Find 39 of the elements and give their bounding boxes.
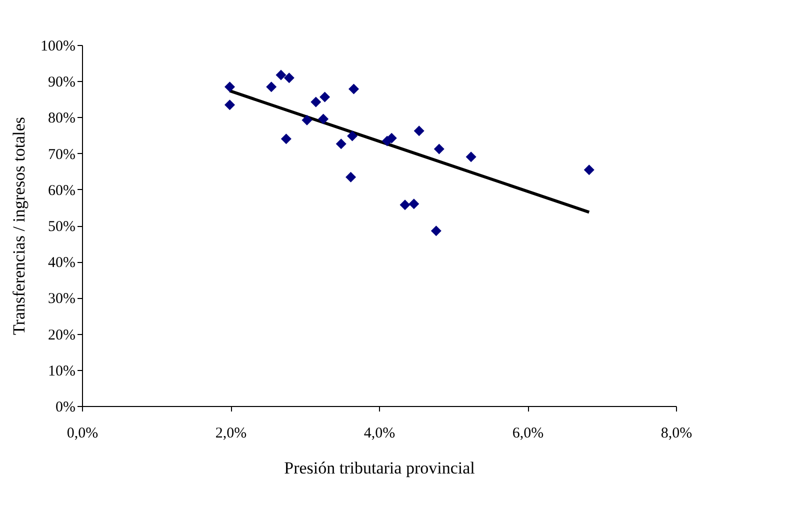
y-tick-label: 50%: [48, 219, 76, 235]
x-tick-label: 2,0%: [215, 426, 247, 442]
point: [318, 114, 329, 124]
y-tick-label: 60%: [48, 182, 76, 199]
point: [224, 100, 235, 110]
point: [430, 226, 442, 236]
point: [348, 84, 359, 94]
point: [224, 82, 235, 92]
point: [584, 164, 594, 176]
point: [284, 72, 294, 84]
y-tick-label: 20%: [48, 327, 76, 344]
point: [434, 144, 444, 154]
point: [280, 134, 292, 144]
x-tick-label: 6,0%: [512, 426, 544, 442]
point: [414, 126, 424, 136]
y-tick-label: 10%: [48, 363, 76, 380]
x-tick-label: 0,0%: [66, 426, 98, 442]
x-tick-label: 8,0%: [660, 426, 692, 442]
point: [302, 114, 312, 126]
point: [310, 96, 322, 108]
x-axis-title: Presión tributaria provincial: [284, 458, 476, 478]
y-tick-label: 0%: [56, 400, 76, 416]
y-tick-label: 100%: [40, 38, 76, 54]
y-tick-label: 80%: [48, 110, 76, 127]
x-tick-label: 4,0%: [364, 426, 396, 442]
point: [276, 70, 286, 80]
point: [266, 82, 277, 92]
point: [347, 130, 358, 142]
point: [320, 92, 330, 102]
point: [336, 138, 346, 150]
point: [466, 152, 476, 162]
y-axis-title: Transferencias / ingresos totales: [10, 117, 29, 335]
y-tick-label: 30%: [48, 291, 76, 308]
y-tick-label: 40%: [48, 255, 76, 272]
y-tick-label: 70%: [48, 146, 76, 163]
point: [408, 198, 420, 210]
y-tick-label: 90%: [48, 74, 76, 91]
point: [400, 200, 410, 210]
point: [346, 172, 356, 182]
